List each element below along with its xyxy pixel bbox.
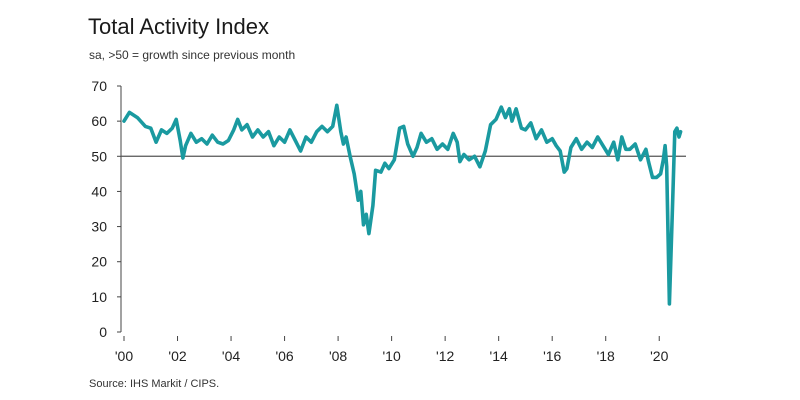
chart-title: Total Activity Index: [88, 14, 269, 39]
x-tick-label: '02: [168, 348, 186, 364]
y-tick-label: 20: [91, 254, 107, 270]
x-tick-label: '20: [650, 348, 668, 364]
y-tick-label: 40: [91, 183, 107, 199]
chart-subtitle: sa, >50 = growth since previous month: [89, 48, 296, 62]
y-tick-label: 50: [91, 148, 107, 164]
y-tick-label: 30: [91, 219, 107, 235]
y-tick-label: 70: [91, 78, 107, 94]
y-axis: 0 10 20 30 40 50 60 70: [91, 78, 122, 340]
x-tick-label: '18: [597, 348, 615, 364]
x-tick-label: '00: [115, 348, 133, 364]
y-tick-label: 0: [99, 324, 107, 340]
x-tick-label: '06: [275, 348, 293, 364]
x-axis: '00 '02 '04 '06 '08 '10 '12 '14 '16 '18 '20: [115, 336, 669, 364]
x-tick-label: '12: [436, 348, 454, 364]
x-tick-label: '04: [222, 348, 240, 364]
y-tick-label: 10: [91, 289, 107, 305]
series-line-total-activity: [122, 103, 683, 306]
x-tick-label: '08: [329, 348, 347, 364]
x-tick-label: '16: [543, 348, 561, 364]
x-tick-label: '10: [382, 348, 400, 364]
y-tick-label: 60: [91, 113, 107, 129]
x-tick-label: '14: [490, 348, 508, 364]
source-note: Source: IHS Markit / CIPS.: [89, 378, 220, 390]
